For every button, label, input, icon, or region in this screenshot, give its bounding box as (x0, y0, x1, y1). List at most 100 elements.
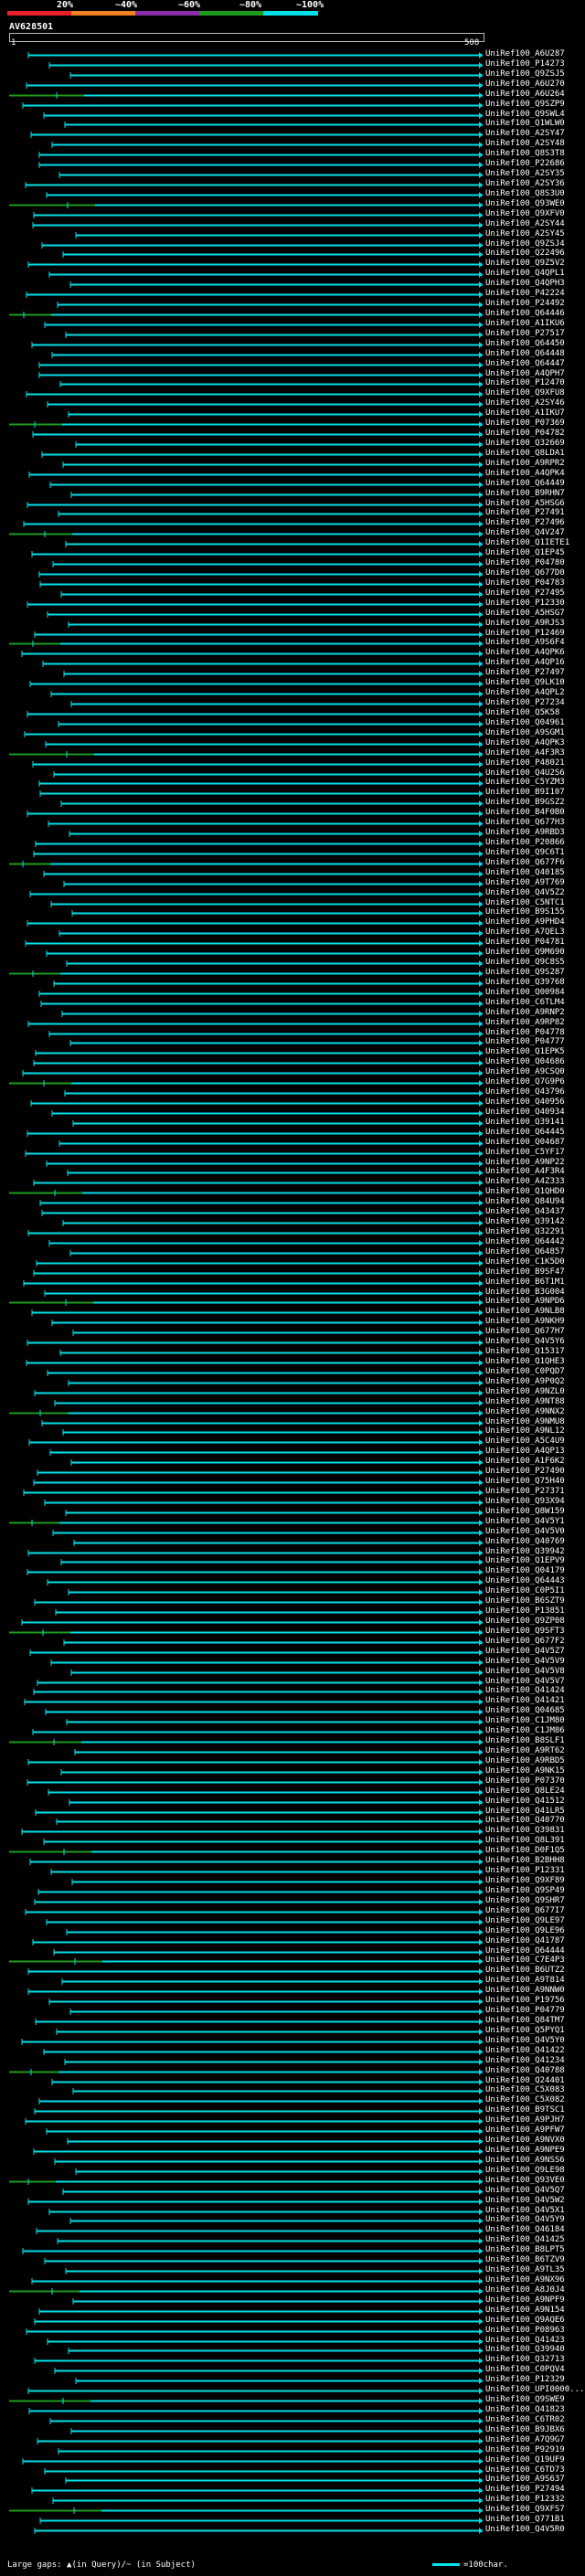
hit-row[interactable]: UniRef100_C0PQD7 (0, 1367, 585, 1377)
hit-label[interactable]: UniRef100_A4QP16 (485, 658, 565, 668)
hit-row[interactable]: UniRef100_Q64450 (0, 339, 585, 349)
hit-label[interactable]: UniRef100_C6TLM4 (485, 997, 565, 1007)
hit-label[interactable]: UniRef100_Q677F6 (485, 857, 565, 867)
hit-row[interactable]: UniRef100_P07369 (0, 419, 585, 429)
hit-label[interactable]: UniRef100_Q9SFT3 (485, 1626, 565, 1636)
hit-row[interactable]: UniRef100_P04782 (0, 429, 585, 439)
hit-row[interactable]: UniRef100_P14273 (0, 59, 585, 69)
hit-label[interactable]: UniRef100_Q40934 (485, 1107, 565, 1117)
hit-row[interactable]: UniRef100_A9S6F4 (0, 638, 585, 648)
hit-row[interactable]: UniRef100_A2SY36 (0, 179, 585, 189)
hit-row[interactable]: UniRef100_A9NNW0 (0, 1986, 585, 1996)
hit-label[interactable]: UniRef100_Q41512 (485, 1796, 565, 1806)
hit-label[interactable]: UniRef100_Q64446 (485, 309, 565, 319)
hit-row[interactable]: UniRef100_A9NZL0 (0, 1387, 585, 1397)
hit-label[interactable]: UniRef100_Q41424 (485, 1686, 565, 1696)
hit-label[interactable]: UniRef100_Q39940 (485, 2345, 565, 2355)
hit-label[interactable]: UniRef100_C6TR02 (485, 2414, 565, 2424)
hit-label[interactable]: UniRef100_A2SY45 (485, 228, 565, 239)
hit-row[interactable]: UniRef100_Q8W159 (0, 1507, 585, 1517)
hit-label[interactable]: UniRef100_Q43437 (485, 1207, 565, 1217)
hit-row[interactable]: UniRef100_A2SY48 (0, 139, 585, 149)
hit-label[interactable]: UniRef100_Q39142 (485, 1217, 565, 1227)
hit-label[interactable]: UniRef100_B8LPT5 (485, 2245, 565, 2255)
hit-label[interactable]: UniRef100_Q9SP49 (485, 1885, 565, 1895)
hit-label[interactable]: UniRef100_Q9SZP9 (485, 99, 565, 109)
hit-row[interactable]: UniRef100_A2SY46 (0, 398, 585, 408)
hit-row[interactable]: UniRef100_Q4V5V9 (0, 1657, 585, 1667)
hit-label[interactable]: UniRef100_Q9C6T1 (485, 847, 565, 857)
hit-label[interactable]: UniRef100_P12331 (485, 1866, 565, 1876)
hit-label[interactable]: UniRef100_B6SZT9 (485, 1596, 565, 1606)
hit-row[interactable]: UniRef100_A8J0J4 (0, 2285, 585, 2295)
hit-row[interactable]: UniRef100_Q41425 (0, 2235, 585, 2245)
hit-label[interactable]: UniRef100_Q1EP45 (485, 548, 565, 558)
hit-label[interactable]: UniRef100_A9RJS3 (485, 618, 565, 628)
hit-label[interactable]: UniRef100_Q41234 (485, 2055, 565, 2065)
hit-row[interactable]: UniRef100_Q40769 (0, 1537, 585, 1547)
hit-label[interactable]: UniRef100_P12330 (485, 598, 565, 608)
hit-row[interactable]: UniRef100_A1F6K2 (0, 1457, 585, 1467)
hit-label[interactable]: UniRef100_B6UTZ2 (485, 1966, 565, 1976)
hit-row[interactable]: UniRef100_Q5PYQ1 (0, 2026, 585, 2036)
hit-row[interactable]: UniRef100_A5HSG7 (0, 609, 585, 619)
hit-label[interactable]: UniRef100_B9SF47 (485, 1267, 565, 1277)
hit-label[interactable]: UniRef100_A4QPK6 (485, 648, 565, 658)
hit-row[interactable]: UniRef100_Q1EPK5 (0, 1047, 585, 1057)
hit-row[interactable]: UniRef100_P27496 (0, 518, 585, 528)
hit-row[interactable]: UniRef100_P12332 (0, 2495, 585, 2505)
hit-row[interactable]: UniRef100_Q64443 (0, 1576, 585, 1586)
hit-label[interactable]: UniRef100_P27234 (485, 698, 565, 708)
hit-row[interactable]: UniRef100_Q8L391 (0, 1836, 585, 1846)
hit-label[interactable]: UniRef100_P04779 (485, 2006, 565, 2016)
hit-row[interactable]: UniRef100_P08963 (0, 2326, 585, 2336)
hit-row[interactable]: UniRef100_Q4V5Y9 (0, 2215, 585, 2225)
hit-row[interactable]: UniRef100_A1IKU6 (0, 319, 585, 329)
hit-label[interactable]: UniRef100_Q9SWL4 (485, 109, 565, 119)
hit-label[interactable]: UniRef100_B6T1M1 (485, 1277, 565, 1287)
hit-label[interactable]: UniRef100_A4QPK3 (485, 737, 565, 747)
hit-label[interactable]: UniRef100_Q4V5Z2 (485, 887, 565, 897)
hit-label[interactable]: UniRef100_A9RT62 (485, 1746, 565, 1756)
hit-row[interactable]: UniRef100_Q9XFS7 (0, 2505, 585, 2515)
hit-label[interactable]: UniRef100_C6TD73 (485, 2465, 565, 2475)
hit-label[interactable]: UniRef100_C5NTC1 (485, 897, 565, 907)
hit-label[interactable]: UniRef100_A9NPE9 (485, 2145, 565, 2155)
hit-label[interactable]: UniRef100_C1JM80 (485, 1716, 565, 1726)
hit-row[interactable]: UniRef100_P12469 (0, 629, 585, 639)
hit-row[interactable]: UniRef100_Q8S3U0 (0, 189, 585, 199)
hit-row[interactable]: UniRef100_Q19UF9 (0, 2455, 585, 2465)
hit-label[interactable]: UniRef100_Q4QPH3 (485, 279, 565, 289)
hit-row[interactable]: UniRef100_Q43437 (0, 1207, 585, 1217)
hit-label[interactable]: UniRef100_A7QEL3 (485, 928, 565, 938)
hit-label[interactable]: UniRef100_P19756 (485, 1996, 565, 2006)
hit-label[interactable]: UniRef100_A9NK15 (485, 1765, 565, 1776)
hit-label[interactable]: UniRef100_C5YF17 (485, 1147, 565, 1157)
hit-row[interactable]: UniRef100_Q46184 (0, 2225, 585, 2235)
hit-row[interactable]: UniRef100_Q4U2S6 (0, 768, 585, 779)
hit-label[interactable]: UniRef100_Q9C8S5 (485, 958, 565, 968)
hit-label[interactable]: UniRef100_Q9LE97 (485, 1915, 565, 1925)
hit-row[interactable]: UniRef100_P04777 (0, 1037, 585, 1047)
hit-row[interactable]: UniRef100_Q9ZSJ4 (0, 239, 585, 249)
hit-label[interactable]: UniRef100_P48021 (485, 758, 565, 768)
hit-label[interactable]: UniRef100_Q4U2S6 (485, 768, 565, 778)
hit-row[interactable]: UniRef100_A9CSQ0 (0, 1067, 585, 1077)
hit-label[interactable]: UniRef100_A2SY35 (485, 169, 565, 179)
hit-label[interactable]: UniRef100_A4QPH7 (485, 368, 565, 378)
hit-row[interactable]: UniRef100_Q84TM7 (0, 2016, 585, 2026)
hit-row[interactable]: UniRef100_Q4V5Y0 (0, 2036, 585, 2046)
hit-label[interactable]: UniRef100_A9N154 (485, 2305, 565, 2315)
hit-row[interactable]: UniRef100_A9T769 (0, 878, 585, 888)
hit-label[interactable]: UniRef100_A2SY36 (485, 179, 565, 188)
hit-row[interactable]: UniRef100_Q9LE96 (0, 1926, 585, 1936)
hit-label[interactable]: UniRef100_A9PFW7 (485, 2125, 565, 2136)
hit-row[interactable]: UniRef100_Q93X94 (0, 1497, 585, 1507)
hit-row[interactable]: UniRef100_Q04961 (0, 718, 585, 728)
hit-label[interactable]: UniRef100_P27490 (485, 1467, 565, 1477)
hit-row[interactable]: UniRef100_Q4V5R0 (0, 2525, 585, 2535)
hit-label[interactable]: UniRef100_Q1QHD0 (485, 1187, 565, 1197)
hit-label[interactable]: UniRef100_B8SLF1 (485, 1736, 565, 1746)
hit-label[interactable]: UniRef100_Q4V5Z7 (485, 1646, 565, 1656)
hit-row[interactable]: UniRef100_Q4V5Z2 (0, 887, 585, 898)
